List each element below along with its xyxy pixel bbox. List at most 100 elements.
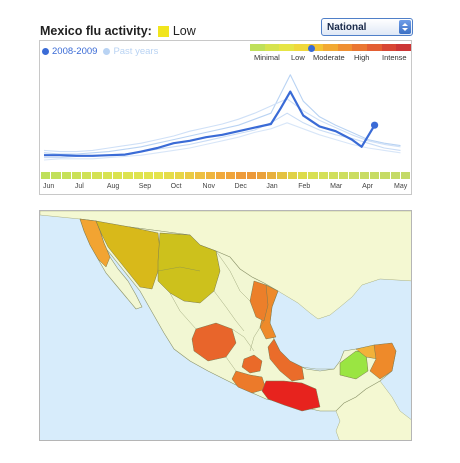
month-tick-label: May <box>394 183 408 190</box>
state-border <box>249 320 265 352</box>
strip-cell <box>154 172 165 179</box>
mexico-flu-map[interactable] <box>39 210 412 441</box>
strip-cell <box>92 172 103 179</box>
strip-cell <box>184 172 196 179</box>
series-line-past <box>43 98 401 153</box>
strip-cell <box>328 172 340 179</box>
strip-cell <box>370 172 381 179</box>
activity-level-label: Low <box>172 24 196 38</box>
chart-frame <box>39 40 412 195</box>
state-border <box>215 250 251 302</box>
chart-legend: 2008-2009 Past years <box>42 46 164 57</box>
legend-past-label: Past years <box>113 46 159 57</box>
legend-current-label: 2008-2009 <box>52 46 98 57</box>
strip-cell <box>256 172 268 179</box>
state-guerrero[interactable] <box>231 370 267 394</box>
strip-cell <box>41 172 52 179</box>
state-veracruz[interactable] <box>267 338 305 382</box>
month-tick-label: Aug <box>106 183 120 190</box>
month-tick-label: Mar <box>330 183 343 190</box>
month-tick-label: Jan <box>266 183 278 190</box>
scale-segment <box>352 44 368 51</box>
strip-cell <box>400 172 412 179</box>
legend-current-dot <box>42 48 49 55</box>
state-oaxaca[interactable] <box>261 380 321 412</box>
current-point-marker[interactable] <box>370 121 379 129</box>
strip-cell <box>61 172 72 179</box>
legend-past-dot <box>103 48 111 55</box>
scale-label-intense: Intense <box>382 53 407 62</box>
scale-segment <box>293 44 309 51</box>
state-quintana-roo[interactable] <box>369 342 397 380</box>
state-chihuahua[interactable] <box>157 232 221 304</box>
region-select-value: National <box>327 21 367 33</box>
strip-cell <box>359 172 370 179</box>
state-campeche[interactable] <box>339 350 369 380</box>
series-line-past <box>43 122 401 161</box>
scale-segment <box>279 44 294 51</box>
month-tick-label: Jun <box>43 183 55 190</box>
chart-header: Mexico flu activity: Low <box>40 22 196 40</box>
scale-segment <box>308 44 324 51</box>
strip-cell <box>308 172 319 179</box>
legend-item-current[interactable]: 2008-2009 <box>42 46 97 57</box>
series-line-current <box>44 90 376 157</box>
state-mexico[interactable] <box>241 354 263 374</box>
strip-cell <box>215 172 227 179</box>
current-level-marker <box>307 45 315 52</box>
month-tick-label: Oct <box>170 183 182 190</box>
activity-level-swatch <box>157 25 169 37</box>
state-sonora[interactable] <box>95 220 161 290</box>
strip-cell <box>195 172 206 179</box>
strip-cell <box>112 172 124 179</box>
strip-cell <box>277 172 288 179</box>
strip-cell <box>298 172 309 179</box>
month-tick-label: Jul <box>74 183 84 190</box>
scale-segment <box>337 44 353 51</box>
month-tick-label: Nov <box>202 183 215 190</box>
strip-cell <box>143 172 155 179</box>
state-border <box>213 290 245 332</box>
month-tick-label: Dec <box>234 183 247 190</box>
scale-label-moderate: Moderate <box>313 53 345 62</box>
month-tick-label: Feb <box>298 183 311 190</box>
strip-cell <box>318 172 329 179</box>
strip-cell <box>71 172 83 179</box>
strip-cell <box>102 172 113 179</box>
scale-segment <box>367 44 382 51</box>
state-border <box>169 292 197 330</box>
state-border <box>225 356 237 372</box>
strip-cell <box>380 172 391 179</box>
scale-label-high: High <box>354 53 370 62</box>
map-canvas <box>40 211 411 440</box>
strip-cell <box>267 172 278 179</box>
strip-cell <box>174 172 185 179</box>
strip-cell <box>236 172 247 179</box>
activity-scale: Minimal Low Moderate High Intense <box>250 44 412 63</box>
state-border <box>157 266 201 272</box>
month-tick-label: Apr <box>362 183 373 190</box>
flu-activity-chart <box>43 74 401 161</box>
strip-cell <box>82 172 93 179</box>
region-select[interactable]: National <box>321 18 413 36</box>
strip-cell <box>246 172 257 179</box>
strip-cell <box>390 172 401 179</box>
scale-segment <box>396 44 412 51</box>
state-border <box>231 328 255 352</box>
strip-cell <box>349 172 360 179</box>
strip-cell <box>164 172 175 179</box>
strip-cell <box>226 172 237 179</box>
strip-cell <box>51 172 62 179</box>
chevron-updown-icon <box>399 20 411 34</box>
activity-scale-bar <box>250 44 412 51</box>
series-line-past <box>43 74 401 155</box>
strip-cell <box>205 172 216 179</box>
month-tick-label: Sep <box>138 183 152 190</box>
legend-item-past[interactable]: Past years <box>103 46 158 57</box>
scale-segment <box>264 44 280 51</box>
activity-timeline-strip <box>41 172 412 179</box>
scale-segment <box>250 44 265 51</box>
scale-segment <box>381 44 397 51</box>
state-border <box>301 366 334 370</box>
